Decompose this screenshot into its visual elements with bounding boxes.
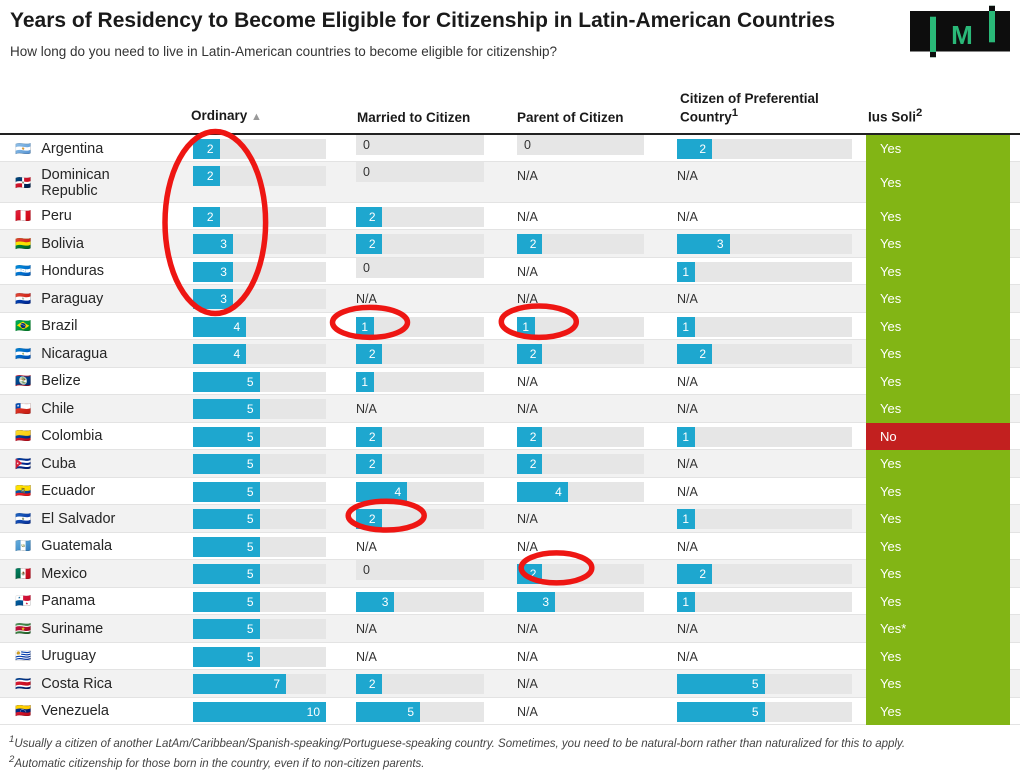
svg-text:M: M [951, 20, 973, 50]
